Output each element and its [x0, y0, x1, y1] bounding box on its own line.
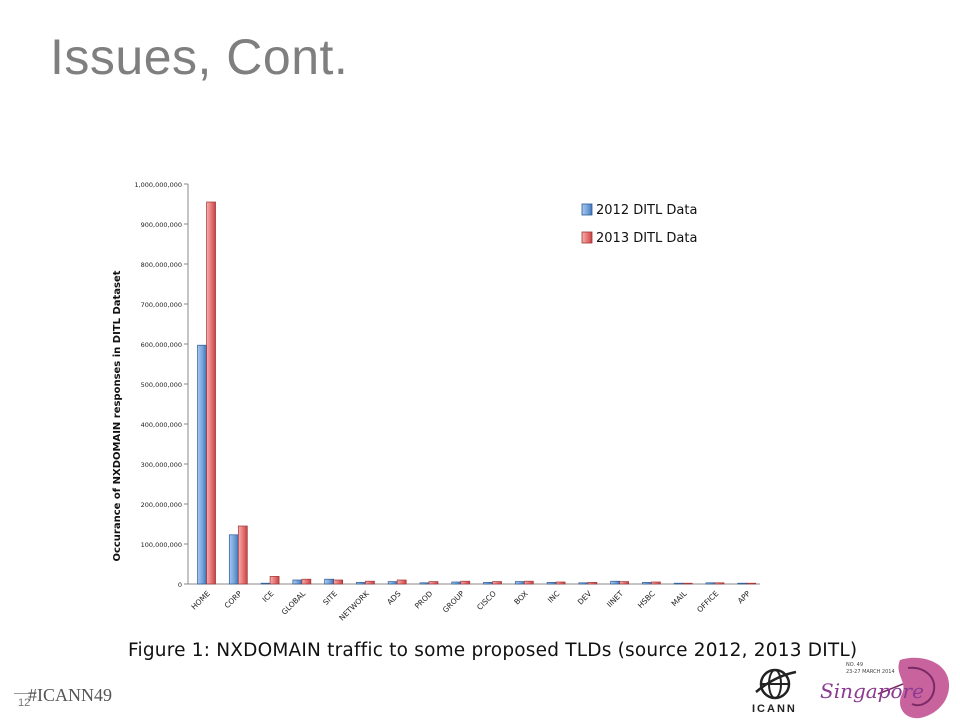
x-tick-label: ICE [261, 589, 276, 604]
bar-2013-network [365, 580, 375, 585]
x-tick-label: INC [546, 589, 562, 605]
x-tick-label: SITE [321, 589, 339, 607]
bar-2012-home [197, 344, 207, 585]
x-tick-label: ADS [385, 589, 403, 607]
bar-2012-prod [419, 582, 430, 585]
x-tick-label: GLOBAL [280, 588, 308, 616]
y-tick-label: 100,000,000 [141, 541, 182, 549]
slide-title: Issues, Cont. [50, 29, 349, 85]
y-tick-label: 200,000,000 [141, 501, 182, 509]
bar-2013-hsbc [651, 581, 661, 585]
bar-2013-group [460, 580, 471, 585]
bar-2012-dev [578, 582, 589, 585]
bar-2012-corp [228, 534, 239, 585]
badge-meeting-dates: 23-27 MARCH 2014 [846, 669, 895, 675]
bar-2012-app [737, 582, 748, 585]
x-tick-label: NETWORK [337, 588, 371, 622]
bar-2012-cisco [483, 582, 493, 585]
bar-2013-cisco [492, 581, 502, 585]
bar-2012-office [705, 582, 716, 585]
bar-2012-global [292, 579, 303, 585]
y-tick-label: 900,000,000 [141, 221, 182, 229]
x-tick-label: BOX [512, 589, 529, 606]
bar-2012-box [514, 581, 525, 585]
bar-2012-ads [387, 581, 398, 585]
badge-meeting-number: NO. 49 [846, 662, 863, 668]
x-tick-label: CORP [223, 589, 244, 610]
bar-2013-global [301, 578, 312, 585]
bar-2012-inc [546, 582, 557, 585]
singapore-meeting-badge: Singapore NO. 49 23-27 MARCH 2014 [820, 657, 950, 719]
event-hashtag: #ICANN49 [28, 685, 112, 705]
bar-2013-corp [237, 525, 248, 585]
bar-2012-group [451, 581, 462, 585]
slide-number: 12 [18, 697, 31, 709]
y-tick-label: 0 [178, 581, 182, 589]
x-tick-label: PROD [413, 589, 435, 611]
bar-2012-hsbc [642, 582, 652, 585]
bar-2013-office [714, 582, 725, 585]
slide-number-rule [14, 693, 36, 694]
bar-2012-network [356, 582, 366, 585]
y-tick-label: 600,000,000 [141, 341, 182, 349]
bar-2013-prod [428, 581, 439, 585]
legend-swatch-2012 [581, 203, 593, 216]
x-tick-label: HOME [189, 589, 212, 612]
y-axis-label: Occurance of NXDOMAIN responses in DITL … [112, 270, 123, 561]
x-tick-label: MAIL [670, 588, 690, 608]
figure-caption: Figure 1: NXDOMAIN traffic to some propo… [128, 640, 858, 661]
bar-2012-mail [673, 582, 684, 585]
y-tick-label: 500,000,000 [141, 381, 182, 389]
x-tick-label: GROUP [441, 589, 467, 615]
y-tick-label: 1,000,000,000 [134, 181, 182, 189]
bar-2013-ads [396, 579, 407, 585]
x-tick-label: CISCO [475, 589, 498, 612]
nxdomain-bar-chart: 0 100,000,000 200,000,000 300,000,000 400,00… [112, 181, 760, 623]
bar-2013-home [206, 201, 216, 585]
bar-2013-site [333, 579, 343, 585]
legend-label: 2013 DITL Data [596, 231, 697, 246]
legend-label: 2012 DITL Data [596, 203, 697, 218]
y-tick-label: 400,000,000 [141, 421, 182, 429]
x-tick-label: OFFICE [695, 589, 720, 614]
y-tick-label: 300,000,000 [141, 461, 182, 469]
icann-logo-text: ICANN [752, 703, 797, 715]
bar-2013-app [746, 582, 757, 585]
bar-2013-box [523, 580, 534, 585]
legend-swatch-2013 [581, 231, 593, 244]
bar-2013-ice [269, 576, 280, 585]
x-tick-label: IINET [605, 589, 625, 609]
bar-2012-site [324, 578, 334, 585]
badge-script-text: Singapore [820, 679, 924, 703]
y-tick-label: 700,000,000 [141, 301, 182, 309]
bar-2013-iinet [619, 581, 629, 585]
x-tick-label: APP [736, 589, 753, 606]
bar-2013-dev [587, 582, 598, 585]
bar-2012-ice [260, 582, 271, 585]
bar-2013-mail [682, 582, 693, 585]
bar-2012-iinet [610, 580, 620, 585]
chart-container: 0 100,000,000 200,000,000 300,000,000 400,00… [100, 168, 780, 638]
bar-2013-inc [555, 581, 566, 585]
y-tick-label: 800,000,000 [141, 261, 182, 269]
icann-globe-icon [755, 668, 797, 700]
x-tick-label: HSBC [636, 589, 657, 610]
x-tick-label: DEV [576, 588, 594, 606]
